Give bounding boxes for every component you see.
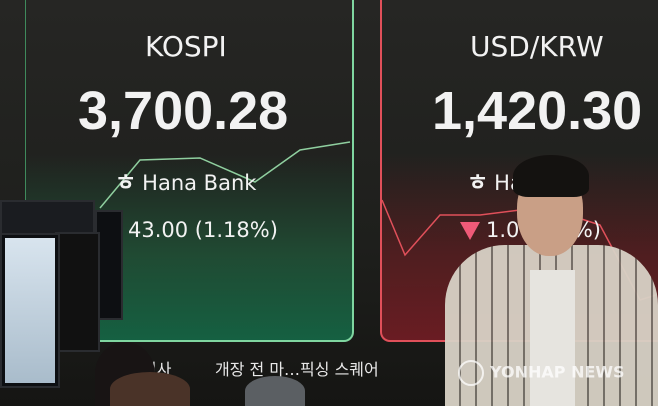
hana-bank-logo-icon: ㅎ bbox=[467, 170, 489, 196]
chair bbox=[245, 376, 305, 406]
usd-krw-value: 1,420.30 bbox=[432, 81, 643, 141]
monitor bbox=[0, 233, 60, 388]
monitor bbox=[55, 232, 100, 352]
yonhap-logo-icon bbox=[458, 360, 484, 386]
monitor bbox=[0, 200, 95, 235]
person-tshirt bbox=[530, 270, 575, 406]
kospi-chart-line bbox=[99, 141, 351, 209]
kospi-change: 43.00 (1.18%) bbox=[128, 218, 278, 242]
kospi-value: 3,700.28 bbox=[78, 81, 289, 141]
monitor-screen bbox=[5, 238, 55, 383]
watermark-text: YONHAP NEWS bbox=[490, 362, 625, 382]
hana-bank-logo-icon: ㅎ bbox=[115, 170, 137, 196]
kospi-bank-brand: ㅎ Hana Bank bbox=[115, 163, 256, 197]
down-triangle-icon bbox=[460, 222, 480, 240]
person-background bbox=[110, 372, 190, 406]
person-hair bbox=[513, 155, 589, 197]
bank-name: Hana Bank bbox=[142, 171, 257, 195]
ticker-text-center: 개장 전 마…픽싱 스퀘어 bbox=[215, 360, 379, 379]
yonhap-watermark: YONHAP NEWS bbox=[458, 360, 625, 386]
kospi-label: KOSPI bbox=[145, 30, 227, 63]
usd-krw-label: USD/KRW bbox=[470, 30, 604, 63]
